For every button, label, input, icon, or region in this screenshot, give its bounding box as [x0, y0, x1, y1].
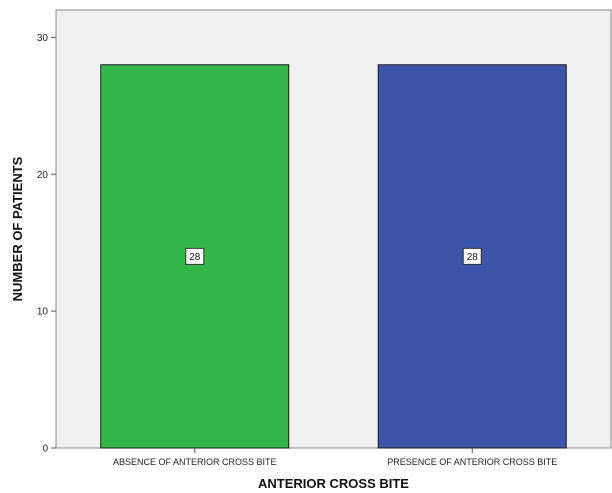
x-axis-title: ANTERIOR CROSS BITE: [258, 476, 409, 491]
category-label: ABSENCE OF ANTERIOR CROSS BITE: [113, 457, 277, 467]
x-axis: ABSENCE OF ANTERIOR CROSS BITE PRESENCE O…: [113, 448, 557, 467]
data-label: 28: [467, 252, 479, 263]
y-tick-label: 10: [37, 307, 49, 318]
data-label-box: [185, 247, 205, 265]
y-tick-label: 30: [37, 33, 49, 44]
y-axis-title: NUMBER OF PATIENTS: [10, 156, 25, 301]
y-tick-label: 0: [42, 444, 48, 455]
y-axis: 0 10 20 30: [37, 33, 56, 455]
data-label-box: [462, 247, 482, 265]
category-label: PRESENCE OF ANTERIOR CROSS BITE: [387, 457, 557, 467]
data-label: 28: [189, 252, 201, 263]
y-tick-label: 20: [37, 170, 49, 181]
